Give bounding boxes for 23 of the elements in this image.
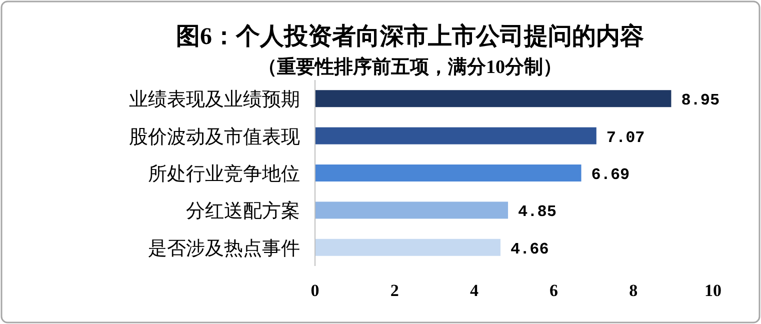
data-label: 4.85 [518,203,556,222]
y-tick-label: 业绩表现及业绩预期 [129,90,300,111]
y-tick-label: 所处行业竞争地位 [148,163,300,185]
chart-subtitle: （重要性排序前五项，满分10分制） [258,56,562,78]
x-tick-label: 10 [704,281,722,300]
x-tick-label: 4 [470,281,479,300]
chart-title: 图6：个人投资者向深市上市公司提问的内容 [176,23,644,50]
x-tick-label: 0 [310,281,320,300]
y-tick-label: 股价波动及市值表现 [129,126,300,148]
bar [315,127,596,144]
x-tick-label: 2 [390,281,399,300]
bar [315,238,500,256]
bar [315,202,508,219]
data-label: 6.69 [591,166,630,184]
x-tick-label: 6 [550,281,558,300]
y-tick-label: 是否涉及热点事件 [148,238,300,260]
bar [315,90,672,108]
data-label: 7.07 [606,128,645,147]
data-label: 4.66 [510,240,549,258]
y-tick-label: 分红送配方案 [186,200,300,222]
bar [315,164,582,182]
data-label: 8.95 [681,92,720,110]
x-tick-label: 8 [629,281,638,300]
